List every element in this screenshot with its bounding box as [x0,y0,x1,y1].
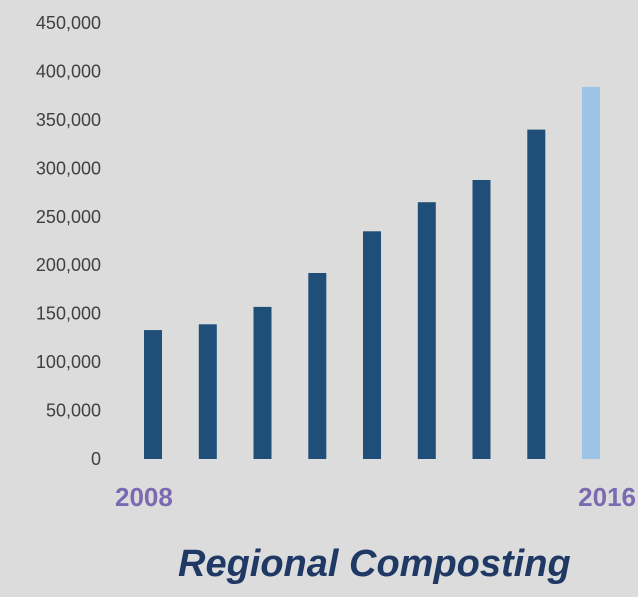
y-tick-label: 200,000 [36,255,101,275]
y-tick-label: 300,000 [36,158,101,178]
bar-2015 [527,129,546,459]
chart-title: Regional Composting [178,543,571,585]
bar-2014 [472,180,491,459]
y-tick-label: 150,000 [36,304,101,324]
y-tick-label: 100,000 [36,352,101,372]
x-label-2008: 2008 [115,482,173,512]
y-tick-label: 50,000 [46,401,101,421]
bar-2012 [363,231,381,459]
y-tick-label: 400,000 [36,61,101,81]
bar-2009 [198,324,217,459]
x-label-2016: 2016 [578,482,636,512]
y-tick-label: 0 [91,449,101,469]
bar-2008 [144,330,162,459]
bar-2010 [253,306,272,459]
y-tick-label: 350,000 [36,110,101,130]
bar-2016 [582,86,600,460]
y-tick-label: 450,000 [36,13,101,33]
bar-2013 [417,202,436,459]
bar-2011 [308,273,327,459]
y-tick-label: 250,000 [36,207,101,227]
